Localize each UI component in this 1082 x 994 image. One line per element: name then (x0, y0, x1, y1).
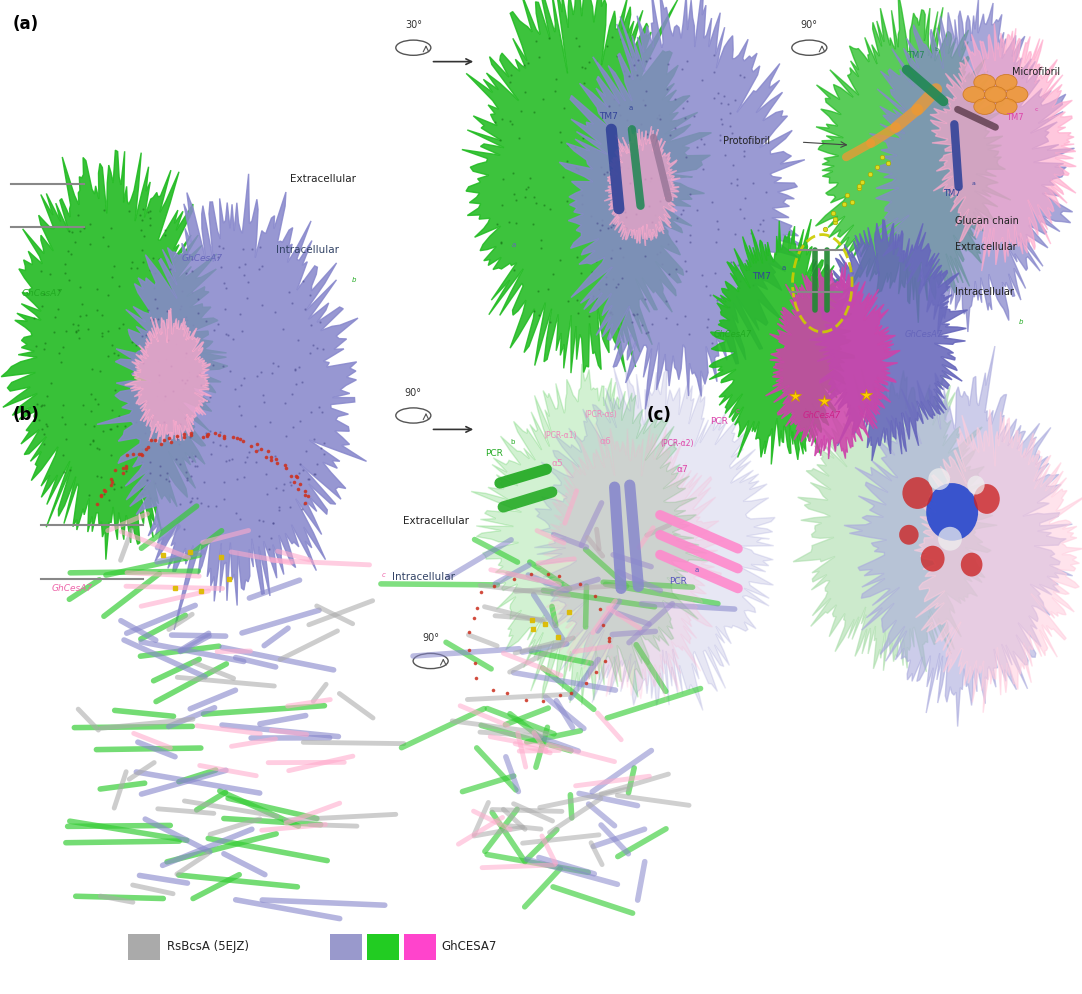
Polygon shape (124, 308, 211, 443)
Ellipse shape (899, 525, 919, 545)
Ellipse shape (995, 98, 1017, 114)
Polygon shape (709, 219, 855, 464)
Ellipse shape (961, 553, 982, 577)
Text: c: c (1034, 106, 1038, 112)
Text: α5: α5 (552, 459, 564, 468)
Polygon shape (604, 126, 681, 246)
Ellipse shape (963, 86, 985, 102)
Text: b: b (511, 439, 515, 445)
Text: a: a (695, 567, 699, 573)
Text: (b): (b) (13, 406, 40, 423)
Polygon shape (559, 0, 806, 410)
Text: Extracellular: Extracellular (403, 516, 469, 526)
Text: Intracellular: Intracellular (955, 287, 1014, 297)
Text: (c): (c) (647, 406, 672, 423)
Text: Protofibril: Protofibril (723, 136, 770, 146)
Text: 90°: 90° (405, 388, 422, 398)
Text: Intracellular: Intracellular (276, 246, 339, 255)
Text: TM7: TM7 (1006, 112, 1024, 122)
Text: b: b (1018, 319, 1024, 325)
Polygon shape (929, 24, 1077, 271)
Text: 90°: 90° (801, 20, 818, 30)
Text: α7: α7 (676, 465, 688, 474)
Text: TM7: TM7 (599, 112, 618, 121)
Text: Microfibril: Microfibril (1012, 67, 1059, 77)
Ellipse shape (921, 546, 945, 572)
Ellipse shape (902, 477, 933, 509)
Polygon shape (793, 369, 998, 672)
Polygon shape (97, 174, 367, 630)
Text: GhCesA7: GhCesA7 (714, 330, 752, 340)
Ellipse shape (995, 75, 1017, 90)
Bar (330, 934, 362, 960)
Text: TM7: TM7 (907, 51, 924, 60)
Ellipse shape (938, 527, 962, 551)
Text: RsBcsA (5EJZ): RsBcsA (5EJZ) (167, 939, 249, 953)
Bar (404, 934, 436, 960)
Ellipse shape (926, 483, 978, 541)
Text: GhCESA7: GhCESA7 (441, 939, 497, 953)
Ellipse shape (985, 86, 1006, 102)
Text: GhCesA7: GhCesA7 (182, 253, 223, 263)
Text: (PCR-α1): (PCR-α1) (543, 431, 577, 440)
Ellipse shape (928, 468, 950, 490)
Polygon shape (816, 0, 1011, 323)
Text: (a): (a) (13, 15, 39, 33)
Ellipse shape (974, 98, 995, 114)
Text: TM7: TM7 (944, 189, 961, 198)
Text: α6: α6 (599, 437, 611, 446)
Text: Extracellular: Extracellular (290, 174, 356, 184)
Ellipse shape (974, 75, 995, 90)
Text: Extracellular: Extracellular (955, 242, 1017, 251)
Text: Intracellular: Intracellular (392, 572, 454, 581)
Text: PCR: PCR (669, 577, 687, 585)
Text: TM7: TM7 (752, 271, 770, 281)
Polygon shape (1, 150, 228, 560)
Text: b: b (935, 47, 939, 52)
Text: GhCesA7: GhCesA7 (22, 288, 63, 298)
Text: 90°: 90° (422, 633, 439, 643)
Polygon shape (533, 423, 725, 701)
Polygon shape (766, 262, 900, 459)
Text: a: a (972, 181, 976, 186)
Polygon shape (870, 0, 1074, 334)
Text: a: a (512, 242, 516, 248)
Text: GhCesA7: GhCesA7 (52, 583, 93, 593)
Text: PCR: PCR (485, 449, 503, 458)
Text: (PCR-α2): (PCR-α2) (660, 439, 694, 448)
Text: a: a (629, 105, 633, 111)
Bar (367, 934, 399, 960)
Text: c: c (736, 408, 740, 414)
Text: c: c (382, 572, 385, 579)
Text: GhCesA7: GhCesA7 (905, 330, 942, 340)
Polygon shape (914, 410, 1082, 713)
Text: b: b (352, 276, 356, 283)
Ellipse shape (1006, 86, 1028, 102)
Polygon shape (462, 0, 712, 373)
Text: a: a (781, 265, 786, 271)
Text: PCR: PCR (710, 417, 728, 426)
Bar (128, 934, 160, 960)
Polygon shape (809, 220, 967, 460)
Text: 30°: 30° (405, 20, 422, 30)
Polygon shape (844, 346, 1072, 727)
Text: GhCesA7: GhCesA7 (803, 411, 841, 420)
Ellipse shape (974, 484, 1000, 514)
Polygon shape (533, 367, 775, 711)
Text: (PCR-αs): (PCR-αs) (584, 410, 617, 418)
Text: Glucan chain: Glucan chain (955, 216, 1019, 226)
Ellipse shape (967, 475, 985, 494)
Polygon shape (471, 364, 709, 705)
